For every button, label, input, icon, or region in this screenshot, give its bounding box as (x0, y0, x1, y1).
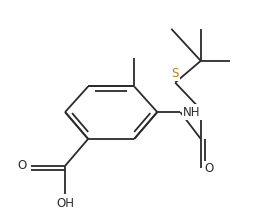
Text: NH: NH (183, 106, 200, 118)
Text: S: S (172, 67, 179, 80)
Text: O: O (205, 162, 214, 175)
Text: O: O (17, 159, 27, 172)
Text: OH: OH (56, 196, 74, 210)
